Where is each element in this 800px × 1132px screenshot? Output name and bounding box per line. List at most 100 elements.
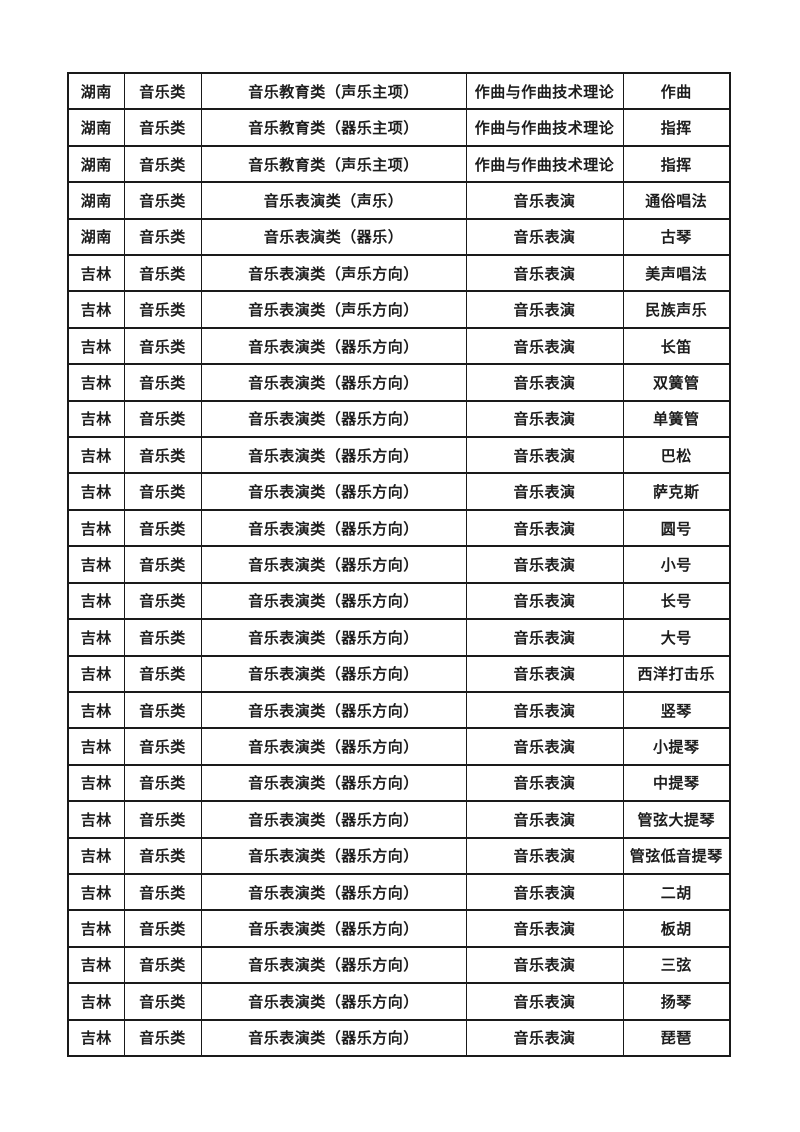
table-cell: 音乐表演类（器乐方向） <box>200 326 467 366</box>
table-cell: 音乐教育类（器乐主项） <box>200 108 467 147</box>
table-cell: 音乐表演 <box>465 399 624 439</box>
table-cell: 指挥 <box>622 108 731 147</box>
table-cell: 美声唱法 <box>622 254 731 293</box>
table-cell: 民族声乐 <box>622 290 731 329</box>
table-cell: 音乐表演类（器乐） <box>200 217 467 257</box>
table-cell: 音乐表演类（器乐方向） <box>200 399 467 439</box>
table-row: 吉林 音乐类 音乐表演类（器乐方向） 音乐表演 二胡 <box>67 872 731 912</box>
table-cell: 管弦低音提琴 <box>622 836 731 875</box>
table-cell: 音乐表演 <box>465 472 624 511</box>
table-cell: 中提琴 <box>622 763 731 803</box>
table-cell: 音乐表演 <box>465 800 624 839</box>
table-cell: 二胡 <box>622 872 731 912</box>
table-cell: 音乐表演类（器乐方向） <box>200 581 467 621</box>
table-cell: 音乐类 <box>123 472 202 511</box>
table-cell: 双簧管 <box>622 363 731 402</box>
table-cell: 湖南 <box>67 217 125 257</box>
table-cell: 音乐类 <box>123 71 202 111</box>
table-cell: 音乐类 <box>123 436 202 475</box>
table-cell: 吉林 <box>67 909 125 948</box>
table-cell: 音乐表演类（器乐方向） <box>200 763 467 803</box>
table-cell: 小提琴 <box>622 727 731 766</box>
table-row: 吉林 音乐类 音乐表演类（器乐方向） 音乐表演 单簧管 <box>67 399 731 439</box>
table-cell: 作曲与作曲技术理论 <box>465 71 624 111</box>
table-cell: 吉林 <box>67 436 125 475</box>
table-cell: 管弦大提琴 <box>622 800 731 839</box>
table-cell: 长笛 <box>622 326 731 366</box>
table-cell: 音乐类 <box>123 363 202 402</box>
table-cell: 吉林 <box>67 654 125 693</box>
table-cell: 吉林 <box>67 763 125 803</box>
table-cell: 音乐类 <box>123 108 202 147</box>
table-cell: 音乐表演 <box>465 545 624 584</box>
table-cell: 音乐类 <box>123 545 202 584</box>
table-cell: 音乐类 <box>123 181 202 220</box>
table-cell: 吉林 <box>67 945 125 985</box>
table-cell: 音乐表演 <box>465 217 624 257</box>
table-cell: 作曲与作曲技术理论 <box>465 144 624 184</box>
table-cell: 音乐类 <box>123 217 202 257</box>
table-cell: 湖南 <box>67 71 125 111</box>
table-cell: 音乐表演类（器乐方向） <box>200 508 467 548</box>
table-row: 吉林 音乐类 音乐表演类（器乐方向） 音乐表演 小号 <box>67 545 731 584</box>
table-cell: 音乐表演 <box>465 1018 624 1058</box>
table-row: 吉林 音乐类 音乐表演类（器乐方向） 音乐表演 巴松 <box>67 436 731 475</box>
table-cell: 三弦 <box>622 945 731 985</box>
table-cell: 音乐表演 <box>465 836 624 875</box>
table-cell: 音乐表演 <box>465 618 624 657</box>
table-cell: 音乐表演 <box>465 508 624 548</box>
table-cell: 板胡 <box>622 909 731 948</box>
table-cell: 指挥 <box>622 144 731 184</box>
table-row: 吉林 音乐类 音乐表演类（器乐方向） 音乐表演 萨克斯 <box>67 472 731 511</box>
table-cell: 音乐类 <box>123 254 202 293</box>
table-row: 湖南 音乐类 音乐教育类（声乐主项） 作曲与作曲技术理论 指挥 <box>67 144 731 184</box>
table-row: 吉林 音乐类 音乐表演类（器乐方向） 音乐表演 管弦大提琴 <box>67 800 731 839</box>
table-cell: 音乐表演 <box>465 326 624 366</box>
table-cell: 音乐类 <box>123 654 202 693</box>
table-cell: 圆号 <box>622 508 731 548</box>
table-row: 吉林 音乐类 音乐表演类（器乐方向） 音乐表演 琵琶 <box>67 1018 731 1058</box>
table-cell: 音乐表演类（器乐方向） <box>200 872 467 912</box>
table-cell: 吉林 <box>67 254 125 293</box>
table-cell: 吉林 <box>67 472 125 511</box>
table-cell: 吉林 <box>67 363 125 402</box>
table-cell: 音乐表演类（器乐方向） <box>200 363 467 402</box>
table-cell: 湖南 <box>67 144 125 184</box>
table-cell: 小号 <box>622 545 731 584</box>
table-cell: 音乐表演类（器乐方向） <box>200 800 467 839</box>
table-cell: 长号 <box>622 581 731 621</box>
table-cell: 音乐表演类（器乐方向） <box>200 618 467 657</box>
table-cell: 音乐类 <box>123 763 202 803</box>
table-cell: 音乐教育类（声乐主项） <box>200 144 467 184</box>
table-cell: 音乐表演类（器乐方向） <box>200 436 467 475</box>
table-cell: 音乐表演类（器乐方向） <box>200 909 467 948</box>
table-row: 湖南 音乐类 音乐教育类（器乐主项） 作曲与作曲技术理论 指挥 <box>67 108 731 147</box>
table-row: 吉林 音乐类 音乐表演类（器乐方向） 音乐表演 双簧管 <box>67 363 731 402</box>
table-cell: 音乐表演类（器乐方向） <box>200 1018 467 1058</box>
table-cell: 音乐表演 <box>465 581 624 621</box>
table-cell: 音乐类 <box>123 1018 202 1058</box>
table-cell: 音乐类 <box>123 727 202 766</box>
table-cell: 音乐表演类（声乐方向） <box>200 290 467 329</box>
table-cell: 音乐教育类（声乐主项） <box>200 71 467 111</box>
table-cell: 吉林 <box>67 836 125 875</box>
table-cell: 音乐类 <box>123 800 202 839</box>
table-cell: 吉林 <box>67 727 125 766</box>
table-cell: 音乐类 <box>123 909 202 948</box>
table-row: 吉林 音乐类 音乐表演类（器乐方向） 音乐表演 竖琴 <box>67 690 731 730</box>
table-cell: 湖南 <box>67 108 125 147</box>
table-cell: 音乐表演 <box>465 181 624 220</box>
table-cell: 音乐类 <box>123 581 202 621</box>
table-row: 吉林 音乐类 音乐表演类（器乐方向） 音乐表演 扬琴 <box>67 982 731 1021</box>
table-cell: 音乐类 <box>123 144 202 184</box>
majors-table-body: 湖南 音乐类 音乐教育类（声乐主项） 作曲与作曲技术理论 作曲 湖南 音乐类 音乐教育类（器乐… <box>67 71 731 1058</box>
table-cell: 音乐类 <box>123 690 202 730</box>
table-cell: 音乐表演 <box>465 654 624 693</box>
table-cell: 西洋打击乐 <box>622 654 731 693</box>
table-cell: 音乐表演 <box>465 290 624 329</box>
table-cell: 音乐类 <box>123 618 202 657</box>
majors-table: 湖南 音乐类 音乐教育类（声乐主项） 作曲与作曲技术理论 作曲 湖南 音乐类 音乐教育类（器乐… <box>67 71 731 1058</box>
table-cell: 吉林 <box>67 800 125 839</box>
table-cell: 吉林 <box>67 399 125 439</box>
